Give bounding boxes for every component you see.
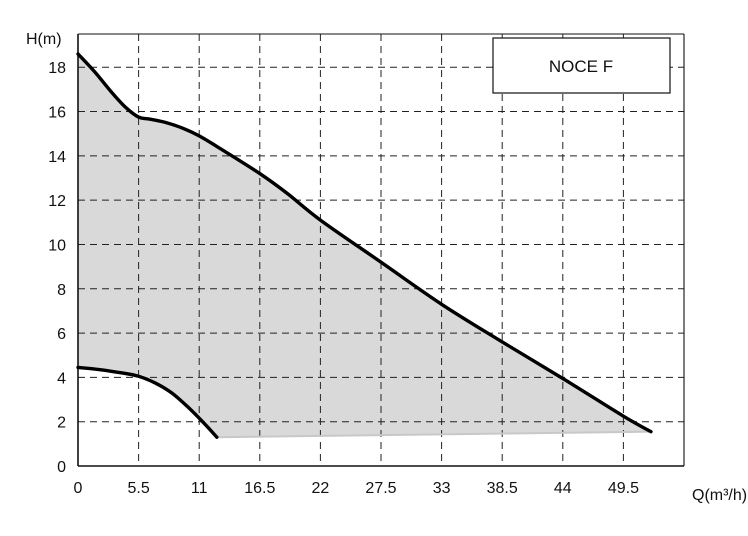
legend-label: NOCE F	[549, 57, 613, 76]
x-tick-label: 38.5	[487, 480, 518, 497]
y-tick-label: 6	[57, 326, 66, 343]
x-tick-label: 33	[433, 480, 451, 497]
y-tick-label: 4	[57, 370, 66, 387]
baseline-curve	[216, 430, 651, 439]
x-tick-label: 16.5	[244, 480, 275, 497]
x-gridlines	[138, 34, 624, 466]
axis-frame	[77, 33, 685, 467]
x-axis-title: Q(m³/h)	[692, 487, 747, 504]
x-tick-label: 0	[74, 480, 83, 497]
lower-performance-curve	[76, 365, 219, 439]
y-tick-label: 18	[48, 60, 66, 77]
x-tick-label: 11	[191, 480, 208, 497]
upper-performance-curve	[76, 52, 653, 434]
y-tick-label: 10	[48, 237, 66, 254]
y-tick-label: 2	[57, 415, 66, 432]
y-tick-label: 16	[48, 105, 66, 122]
y-tick-label: 0	[57, 459, 66, 476]
y-tick-label: 12	[48, 193, 66, 210]
y-tick-labels: 0 2 4 6 8 10 12 14 16 18	[48, 60, 66, 476]
x-tick-label: 44	[554, 480, 572, 497]
x-tick-label: 49.5	[608, 480, 639, 497]
x-tick-label: 22	[312, 480, 330, 497]
legend-box	[492, 37, 671, 94]
x-tick-labels: 0 5.5 11 16.5 22 27.5 33 38.5 44 49.5	[74, 480, 640, 497]
y-axis-title: H(m)	[26, 31, 62, 48]
x-tick-label: 5.5	[127, 480, 149, 497]
y-tick-label: 14	[48, 149, 66, 166]
x-tick-label: 27.5	[365, 480, 396, 497]
legend: NOCE F	[492, 37, 671, 94]
y-tick-label: 8	[57, 282, 66, 299]
